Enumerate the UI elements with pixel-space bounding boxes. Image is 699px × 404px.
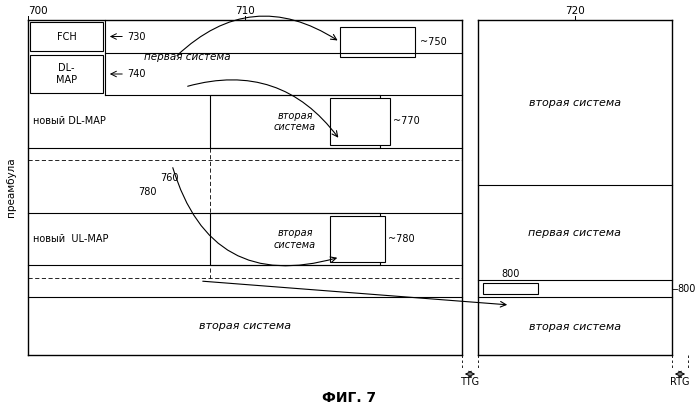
Text: RTG: RTG: [670, 377, 690, 387]
Text: ~750: ~750: [420, 37, 447, 47]
Bar: [340, 27, 415, 57]
Text: DL-
MAP: DL- MAP: [56, 63, 77, 85]
Text: 800: 800: [501, 269, 519, 279]
Text: вторая система: вторая система: [529, 322, 621, 332]
Text: 760: 760: [160, 173, 178, 183]
Text: первая система: первая система: [528, 227, 621, 238]
Text: новый DL-MAP: новый DL-MAP: [33, 116, 106, 126]
Text: ~780: ~780: [388, 234, 415, 244]
Text: 800: 800: [677, 284, 696, 293]
Bar: [483, 283, 538, 294]
Text: FCH: FCH: [57, 32, 76, 42]
Text: 730: 730: [127, 32, 145, 42]
Text: вторая система: вторая система: [529, 97, 621, 107]
Bar: [330, 216, 385, 262]
Text: преамбула: преамбула: [6, 158, 16, 217]
Text: вторая
система: вторая система: [274, 228, 316, 250]
Text: ФИГ. 7: ФИГ. 7: [322, 391, 376, 404]
Text: вторая
система: вторая система: [274, 111, 316, 132]
Text: первая система: первая система: [144, 53, 231, 63]
Text: вторая система: вторая система: [199, 321, 291, 331]
Text: 740: 740: [127, 69, 145, 79]
Text: 710: 710: [235, 6, 255, 16]
Bar: [210, 213, 380, 265]
Bar: [330, 98, 390, 145]
Bar: [210, 95, 380, 148]
Bar: [30, 22, 103, 51]
Text: 780: 780: [138, 187, 157, 197]
Text: TTG: TTG: [461, 377, 480, 387]
Bar: [30, 55, 103, 93]
Text: 700: 700: [28, 6, 48, 16]
Text: новый  UL-MAP: новый UL-MAP: [33, 234, 108, 244]
Text: 720: 720: [565, 6, 585, 16]
Text: ~770: ~770: [393, 116, 420, 126]
